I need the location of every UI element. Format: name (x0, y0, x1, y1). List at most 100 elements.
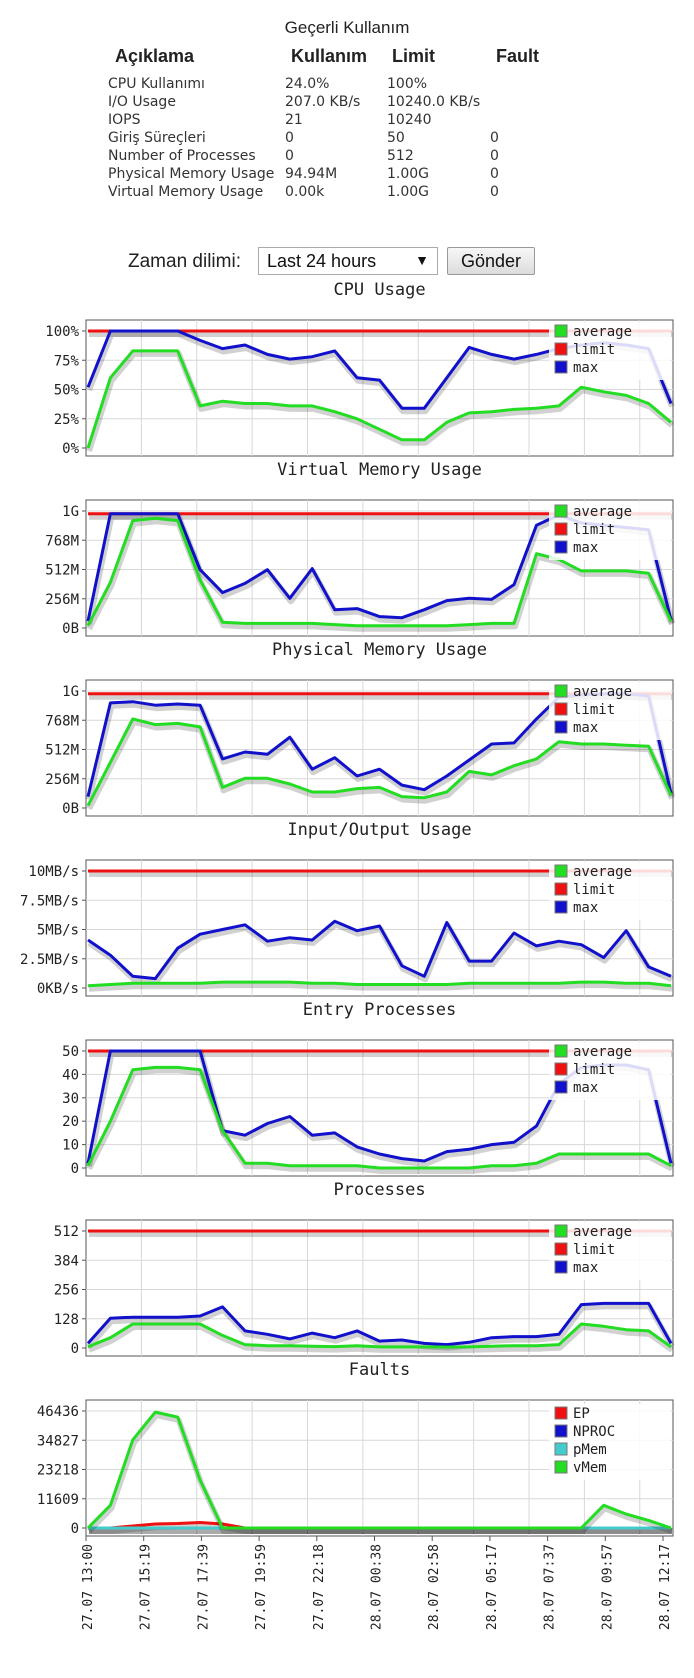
y-tick-label: 11609 (37, 1492, 79, 1508)
y-tick-label: 512 (54, 1224, 79, 1240)
series-line-average (86, 516, 673, 628)
legend-swatch-average (554, 1224, 568, 1238)
y-tick-label: 75% (54, 353, 80, 369)
y-tick-label: 0 (71, 1161, 79, 1177)
legend-swatch-average (554, 864, 568, 878)
legend-label: average (573, 1044, 632, 1060)
series-shadow-EP (89, 1522, 672, 1534)
chart-title: Processes (333, 1180, 425, 1200)
series-shadow-max (86, 1303, 675, 1351)
legend-swatch-average (554, 684, 568, 698)
x-tick-label: 27.07 19:59 (254, 1544, 269, 1630)
legend-label: max (573, 1260, 598, 1276)
period-select[interactable]: Last 24 hours ▼ (258, 247, 438, 275)
legend-swatch-limit (554, 702, 568, 716)
legend-swatch-average (554, 1044, 568, 1058)
legend-bg (549, 322, 671, 380)
usage-row-processes: Number of Processes 0 512 0 (0, 148, 694, 166)
legend-swatch-pMem (554, 1442, 568, 1456)
x-tick-label: 28.07 09:57 (600, 1544, 615, 1630)
row-usage: 207.0 KB/s (285, 94, 361, 110)
legend-label: limit (573, 342, 615, 358)
legend-bg (549, 682, 671, 740)
row-name: CPU Kullanımı (108, 76, 205, 92)
series-shadow-average (87, 1324, 674, 1354)
row-limit: 10240.0 KB/s (387, 94, 481, 110)
y-tick-label: 0B (62, 801, 79, 817)
y-tick-label: 20 (62, 1114, 79, 1130)
row-name: Number of Processes (108, 148, 256, 164)
chart-title: Faults (349, 1360, 410, 1380)
y-tick-label: 512M (45, 743, 79, 759)
legend-swatch-limit (554, 1062, 568, 1076)
legend-label: max (573, 360, 598, 376)
chart-title: Entry Processes (303, 1000, 457, 1020)
header-limit: Limit (392, 46, 435, 66)
legend-label: limit (573, 702, 615, 718)
chart-title: Input/Output Usage (287, 820, 471, 840)
legend-swatch-NPROC (554, 1424, 568, 1438)
legend-bg (549, 1042, 671, 1100)
legend-label: limit (573, 1242, 615, 1258)
y-tick-label: 10 (62, 1138, 79, 1154)
series-shadow-average (86, 1067, 674, 1174)
legend-label: average (573, 1224, 632, 1240)
y-tick-label: 128 (54, 1312, 79, 1328)
row-limit: 1.00G (387, 166, 430, 182)
y-tick-label: 30 (62, 1091, 79, 1107)
row-usage: 21 (285, 112, 303, 128)
legend-swatch-average (554, 504, 568, 518)
row-usage: 24.0% (285, 76, 330, 92)
header-usage: Kullanım (291, 46, 368, 66)
legend-swatch-vMem (554, 1460, 568, 1474)
chart-title: Physical Memory Usage (272, 640, 487, 660)
y-tick-label: 1G (62, 684, 79, 700)
legend-label: average (573, 864, 632, 880)
row-fault: 0 (490, 166, 499, 182)
row-limit: 512 (387, 148, 414, 164)
row-limit: 1.00G (387, 184, 430, 200)
y-tick-label: 256M (45, 772, 79, 788)
legend-bg (549, 1222, 671, 1280)
legend-swatch-average (554, 324, 568, 338)
legend-label: vMem (573, 1460, 607, 1476)
chart-1: Virtual Memory Usage 0B 256M 512M 768M 1G aver… (45, 460, 675, 637)
legend-label: max (573, 1080, 598, 1096)
legend-label: pMem (573, 1442, 607, 1458)
chart-5: Processes 0 128 256 384 512 average limit max (54, 1180, 675, 1357)
legend-label: EP (573, 1406, 590, 1422)
legend-swatch-limit (554, 1242, 568, 1256)
y-tick-label: 7.5MB/s (20, 893, 79, 909)
chart-4: Entry Processes 0 10 20 30 40 50 average limit ma… (62, 1000, 675, 1177)
y-tick-label: 50 (62, 1044, 79, 1060)
y-tick-label: 0KB/s (37, 981, 79, 997)
legend: average limit max (549, 502, 671, 560)
legend-swatch-max (554, 720, 568, 734)
series-line-average (86, 349, 672, 449)
legend-swatch-limit (554, 522, 568, 536)
y-tick-label: 0 (71, 1341, 79, 1357)
submit-button[interactable]: Gönder (447, 247, 535, 275)
y-tick-label: 2.5MB/s (20, 952, 79, 968)
row-usage: 0 (285, 130, 294, 146)
chart-3: Input/Output Usage 0KB/s 2.5MB/s 5MB/s 7.5MB… (20, 820, 674, 997)
series-line-average (86, 717, 673, 807)
series-line-max (86, 1301, 673, 1347)
y-tick-label: 768M (45, 713, 79, 729)
row-name: Physical Memory Usage (108, 166, 275, 182)
legend-label: limit (573, 522, 615, 538)
y-tick-label: 34827 (37, 1433, 79, 1449)
chart-title: CPU Usage (333, 280, 425, 300)
x-tick-label: 28.07 12:17 (658, 1544, 673, 1630)
legend-swatch-max (554, 900, 568, 914)
row-usage: 0 (285, 148, 294, 164)
y-tick-label: 50% (54, 383, 80, 399)
legend-swatch-max (554, 1080, 568, 1094)
chart-2: Physical Memory Usage 0B 256M 512M 768M 1G ave… (45, 640, 675, 817)
legend-swatch-max (554, 1260, 568, 1274)
y-tick-label: 256M (45, 592, 79, 608)
row-name: Virtual Memory Usage (108, 184, 264, 200)
row-fault: 0 (490, 148, 499, 164)
series-shadow-average (86, 718, 675, 811)
